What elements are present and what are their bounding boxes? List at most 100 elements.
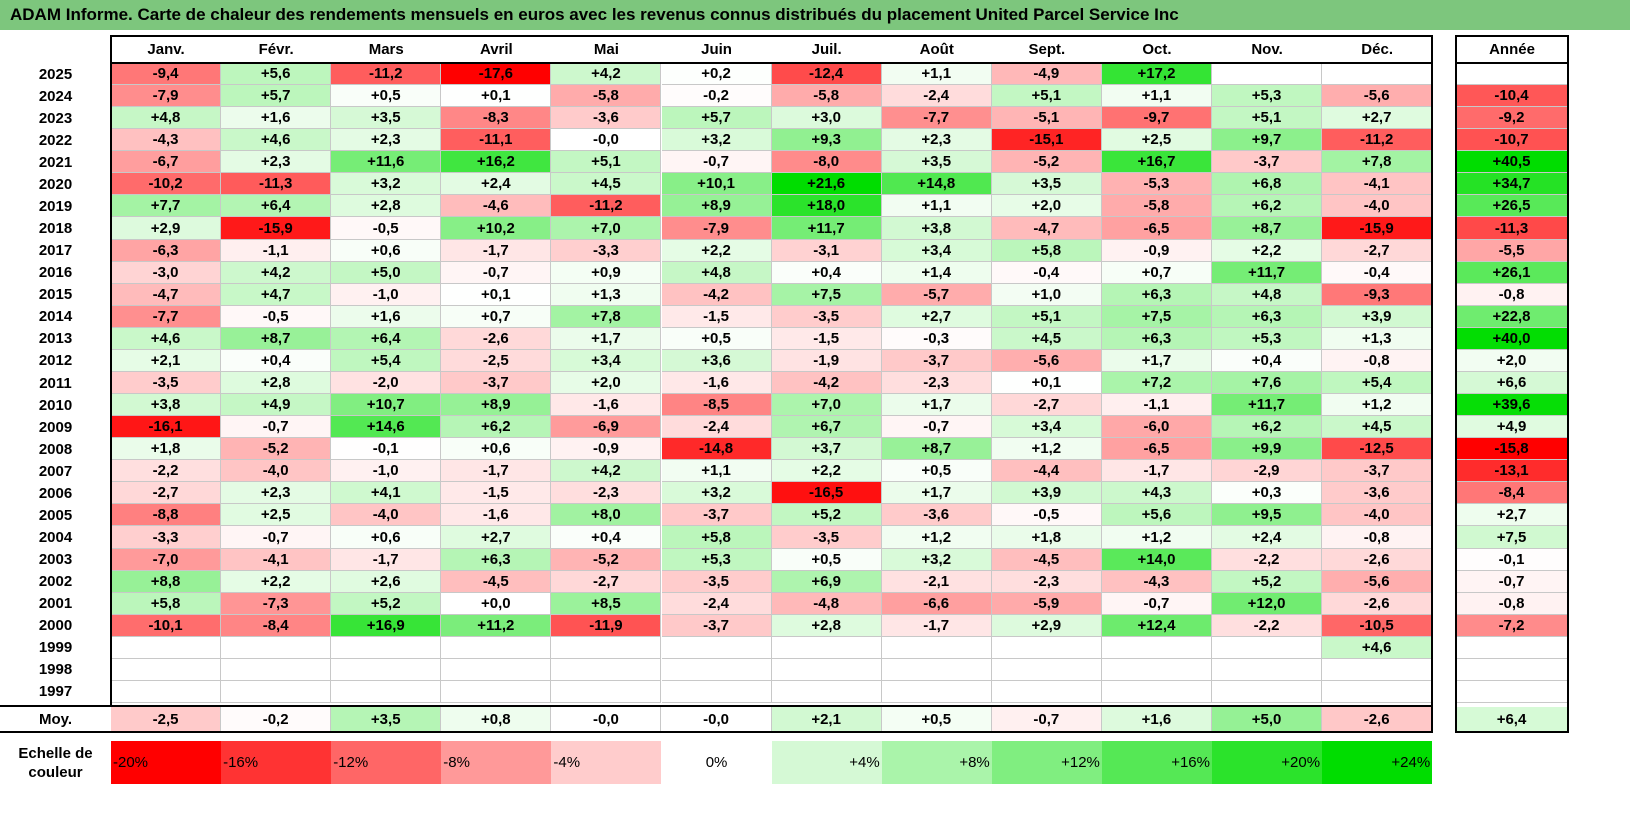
heatmap-cell: +4,3: [1101, 482, 1212, 505]
heatmap-cell: +3,2: [331, 173, 442, 196]
heatmap-cell: +2,8: [221, 371, 332, 395]
heatmap-cell: [111, 636, 222, 659]
heatmap-cell: -4,8: [771, 592, 882, 615]
year-label: 2020: [38, 175, 73, 193]
heatmap-cell: +11,2: [441, 614, 552, 637]
heatmap-cell: -12,5: [1322, 438, 1433, 461]
heatmap-cell: +0,6: [331, 526, 442, 549]
heatmap-cell: +7,6: [1212, 371, 1323, 395]
heatmap-cell: +17,2: [1101, 63, 1212, 86]
scale-swatch: 0%: [661, 741, 772, 784]
heatmap-cell: +0,4: [221, 349, 332, 372]
heatmap-cell: +6,2: [1212, 416, 1323, 439]
heatmap-cell: +7,5: [1101, 305, 1212, 328]
heatmap-cell: +2,7: [441, 526, 552, 549]
heatmap-cell: +5,2: [771, 504, 882, 527]
heatmap-cell: [1322, 680, 1433, 704]
heatmap-cell: +9,9: [1212, 438, 1323, 461]
heatmap-cell: +3,8: [111, 394, 222, 417]
heatmap-cell: +11,6: [331, 151, 442, 174]
heatmap-cell: -4,4: [991, 460, 1102, 483]
scale-swatch: +24%: [1322, 741, 1433, 784]
heatmap-cell: [331, 680, 442, 704]
scale-label: Echelle de couleur: [18, 744, 93, 781]
heatmap-cell: +1,1: [881, 63, 992, 86]
heatmap-cell: [1322, 658, 1433, 681]
heatmap-cell: +0,2: [661, 63, 772, 86]
heatmap-cell: -1,6: [551, 394, 662, 417]
heatmap-cell: +8,7: [221, 327, 332, 350]
heatmap-cell: -8,4: [221, 614, 332, 637]
heatmap-cell: +5,8: [111, 592, 222, 615]
average-cell: +3,5: [331, 707, 442, 732]
heatmap-cell: -5,2: [551, 548, 662, 571]
heatmap-cell: +0,5: [331, 85, 442, 108]
heatmap-cell: +16,9: [331, 614, 442, 637]
average-cell: +1,6: [1101, 707, 1212, 732]
heatmap-cell: +5,4: [1322, 371, 1433, 395]
annual-cell: -9,2: [1456, 107, 1568, 130]
heatmap-cell: -1,5: [661, 305, 772, 328]
scale-swatch: -8%: [441, 741, 552, 784]
annual-cell: -0,8: [1456, 592, 1568, 615]
heatmap-cell: [331, 658, 442, 681]
month-header: Avril: [479, 41, 513, 58]
heatmap-cell: +1,3: [551, 283, 662, 306]
heatmap-cell: -4,3: [1101, 570, 1212, 593]
heatmap-cell: [1212, 658, 1323, 681]
heatmap-cell: -1,6: [441, 504, 552, 527]
heatmap-cell: -9,4: [111, 63, 222, 86]
heatmap-cell: [1101, 680, 1212, 704]
annual-cell: +39,6: [1456, 394, 1568, 417]
heatmap-cell: +3,0: [771, 107, 882, 130]
annual-cell: -11,3: [1456, 217, 1568, 240]
year-label: 2007: [38, 462, 73, 480]
heatmap-cell: -0,5: [331, 217, 442, 240]
heatmap-cell: -2,5: [441, 349, 552, 372]
year-label: 2012: [38, 352, 73, 370]
heatmap-cell: +2,5: [1101, 129, 1212, 152]
annual-cell: +40,0: [1456, 327, 1568, 350]
heatmap-cell: +2,3: [221, 482, 332, 505]
heatmap-cell: -15,1: [991, 129, 1102, 152]
heatmap-cell: +0,1: [441, 85, 552, 108]
heatmap-cell: +7,7: [111, 195, 222, 218]
year-label: 1999: [38, 639, 73, 657]
heatmap-cell: -0,0: [551, 129, 662, 152]
heatmap-cell: [771, 680, 882, 704]
heatmap-cell: [991, 658, 1102, 681]
heatmap-cell: -3,5: [661, 570, 772, 593]
heatmap-cell: +4,6: [1322, 636, 1433, 659]
heatmap-cell: -6,3: [111, 239, 222, 262]
heatmap-cell: +0,6: [331, 239, 442, 262]
heatmap-cell: -6,9: [551, 416, 662, 439]
heatmap-cell: -0,7: [1101, 592, 1212, 615]
heatmap-cell: [111, 680, 222, 704]
scale-swatch: -20%: [111, 741, 222, 784]
heatmap-cell: +12,0: [1212, 592, 1323, 615]
heatmap-cell: [1212, 636, 1323, 659]
heatmap-cell: [1212, 63, 1323, 86]
heatmap-cell: -2,7: [111, 482, 222, 505]
heatmap-cell: -0,7: [661, 151, 772, 174]
heatmap-cell: +4,6: [221, 129, 332, 152]
heatmap-cell: -3,6: [881, 504, 992, 527]
heatmap-cell: +1,4: [881, 261, 992, 284]
heatmap-cell: -3,7: [881, 349, 992, 372]
year-label: 2002: [38, 573, 73, 591]
heatmap-cell: -5,2: [991, 151, 1102, 174]
heatmap-cell: +0,4: [551, 526, 662, 549]
heatmap-cell: -2,6: [441, 327, 552, 350]
annual-cell: -15,8: [1456, 438, 1568, 461]
heatmap-cell: +0,7: [1101, 261, 1212, 284]
annual-cell: -0,7: [1456, 570, 1568, 593]
heatmap-cell: -4,1: [1322, 173, 1433, 196]
heatmap-cell: -3,7: [441, 371, 552, 395]
heatmap-cell: +1,7: [881, 482, 992, 505]
heatmap-cell: +7,0: [771, 394, 882, 417]
heatmap-cell: -5,8: [1101, 195, 1212, 218]
month-header: Févr.: [258, 41, 294, 58]
heatmap-cell: +2,0: [551, 371, 662, 395]
heatmap-cell: [551, 658, 662, 681]
